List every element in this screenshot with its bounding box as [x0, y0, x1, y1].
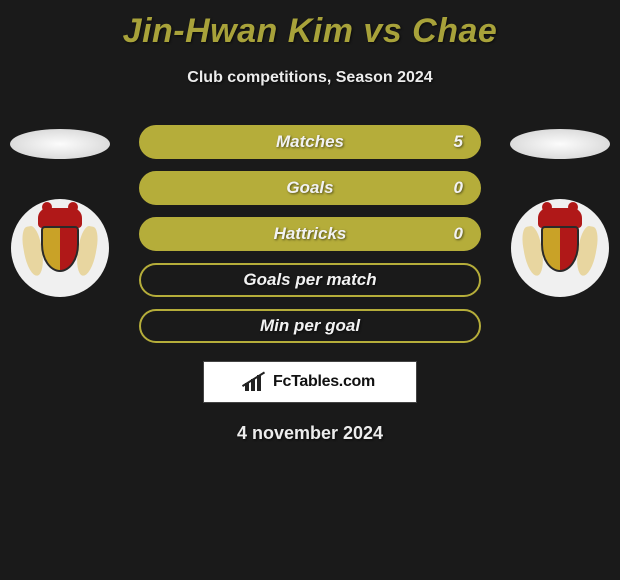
player-right-avatar-placeholder [510, 129, 610, 159]
stat-label: Min per goal [141, 316, 479, 336]
player-left-club-badge [11, 199, 109, 297]
chart-icon [245, 373, 267, 391]
page-title: Jin-Hwan Kim vs Chae [0, 0, 620, 51]
date-label: 4 november 2024 [0, 423, 620, 444]
stat-right-value: 0 [454, 178, 463, 198]
stat-label: Goals per match [141, 270, 479, 290]
player-right-club-badge [511, 199, 609, 297]
stat-right-value: 0 [454, 224, 463, 244]
watermark-logo: FcTables.com [245, 373, 375, 391]
player-right-column [510, 125, 610, 297]
stat-row-goals-per-match: Goals per match [139, 263, 481, 297]
crest-icon [30, 212, 90, 284]
player-left-avatar-placeholder [10, 129, 110, 159]
stat-label: Goals [141, 178, 479, 198]
watermark: FcTables.com [203, 361, 417, 403]
subtitle: Club competitions, Season 2024 [0, 69, 620, 87]
crest-icon [530, 212, 590, 284]
stat-right-value: 5 [454, 132, 463, 152]
stat-label: Hattricks [141, 224, 479, 244]
stat-rows: Matches 5 Goals 0 Hattricks 0 Goals per … [139, 125, 481, 343]
comparison-panel: Matches 5 Goals 0 Hattricks 0 Goals per … [0, 125, 620, 343]
stat-label: Matches [141, 132, 479, 152]
stat-row-hattricks: Hattricks 0 [139, 217, 481, 251]
stat-row-matches: Matches 5 [139, 125, 481, 159]
player-left-column [10, 125, 110, 297]
stat-row-min-per-goal: Min per goal [139, 309, 481, 343]
watermark-text: FcTables.com [273, 373, 375, 391]
stat-row-goals: Goals 0 [139, 171, 481, 205]
